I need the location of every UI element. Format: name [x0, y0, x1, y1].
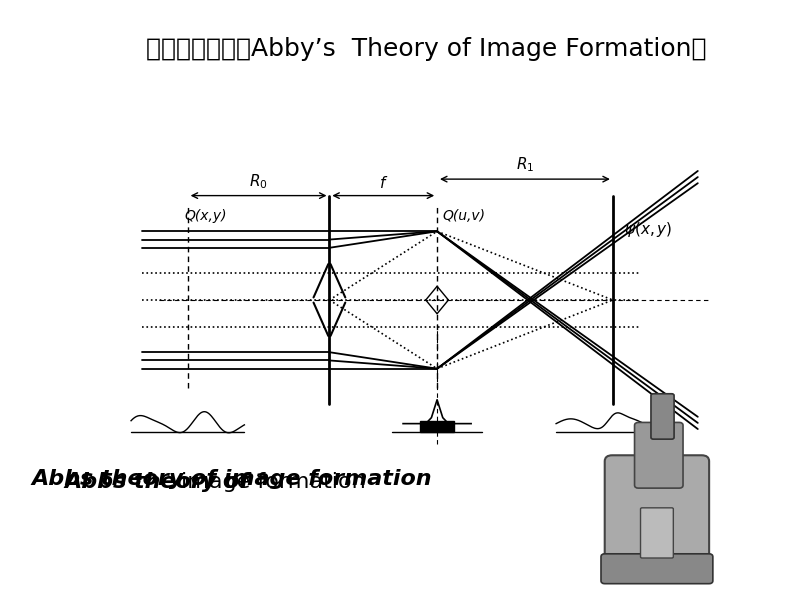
- Text: $f$: $f$: [378, 175, 388, 191]
- FancyBboxPatch shape: [601, 554, 713, 584]
- Text: Q(x,y): Q(x,y): [185, 209, 227, 223]
- Text: Abbs theory of image formation: Abbs theory of image formation: [31, 469, 432, 489]
- FancyBboxPatch shape: [605, 455, 709, 575]
- Text: Q(u,v): Q(u,v): [442, 209, 486, 223]
- Text: $R_1$: $R_1$: [516, 155, 534, 175]
- Text: $R_0$: $R_0$: [250, 172, 268, 191]
- FancyBboxPatch shape: [641, 508, 674, 558]
- FancyBboxPatch shape: [634, 422, 683, 488]
- Polygon shape: [420, 421, 454, 432]
- FancyBboxPatch shape: [651, 394, 674, 439]
- Text: image formation: image formation: [181, 472, 366, 492]
- Text: Abbs theory of: Abbs theory of: [65, 472, 250, 492]
- Text: $\psi(x,y)$: $\psi(x,y)$: [624, 220, 673, 239]
- Text: 阿贝成象理论（Abby’s  Theory of Image Formation）: 阿贝成象理论（Abby’s Theory of Image Formation）: [146, 37, 706, 61]
